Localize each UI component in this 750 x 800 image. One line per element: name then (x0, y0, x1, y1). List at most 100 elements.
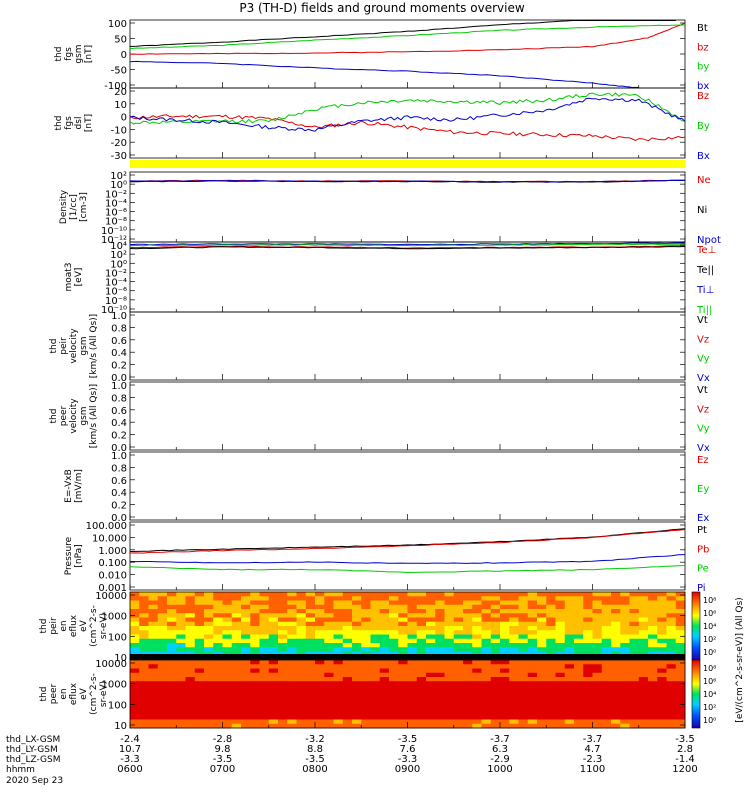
heatmap-cell (370, 617, 381, 623)
y-tick-label: 0.2 (111, 361, 127, 372)
heatmap-cell (518, 647, 529, 652)
heatmap-cell (379, 604, 390, 610)
heatmap-cell (213, 643, 223, 648)
heatmap-cell (611, 719, 621, 725)
y-tick-label: 1.0 (111, 311, 127, 322)
heatmap-cell (481, 689, 492, 695)
heatmap-cell (490, 711, 501, 716)
heatmap-cell (657, 702, 667, 708)
heatmap-cell (241, 685, 251, 691)
heatmap-cell (389, 660, 399, 665)
y-tick-label: 100 (108, 19, 127, 30)
colorbar-tick-label: 10⁶ (703, 677, 716, 686)
heatmap-cell (148, 694, 159, 699)
heatmap-cell (500, 694, 510, 699)
heatmap-cell (287, 613, 297, 618)
heatmap-cell (537, 723, 547, 729)
heatmap-cell (333, 626, 344, 631)
heatmap-cell (342, 600, 353, 606)
y-tick-label: 1000 (102, 612, 127, 623)
heatmap-cell (296, 638, 307, 644)
y-tick-label: 10⁴ (110, 241, 127, 252)
heatmap-cell (435, 604, 445, 610)
heatmap-cell (407, 672, 418, 678)
heatmap-cell (259, 689, 270, 695)
heatmap-cell (176, 613, 186, 618)
legend-label: Pb (697, 544, 709, 555)
heatmap-cell (435, 643, 445, 648)
heatmap-cell (555, 604, 566, 610)
heatmap-cell (333, 689, 344, 695)
heatmap-cell (453, 621, 464, 627)
heatmap-cell (176, 681, 186, 686)
heatmap-cell (546, 617, 556, 623)
heatmap-cell (250, 592, 260, 597)
time-tick-label: 0800 (302, 764, 327, 775)
heatmap-cell (222, 634, 233, 640)
heatmap-cell (259, 638, 270, 644)
heatmap-cell (268, 617, 279, 623)
y-axis-label: [1/cc] (69, 194, 79, 220)
heatmap-cell (592, 706, 603, 712)
colorbar-tick-label: 10⁰ (703, 648, 716, 657)
heatmap-cell (601, 698, 612, 703)
heatmap-cell (407, 626, 418, 631)
heatmap-cell (389, 600, 399, 606)
heatmap-cell (416, 694, 427, 699)
heatmap-cell (389, 706, 399, 712)
heatmap-cell (204, 668, 214, 674)
date-label: 2020 Sep 23 (6, 776, 63, 786)
heatmap-cell (333, 694, 344, 699)
heatmap-cell (500, 617, 510, 623)
heatmap-cell (194, 630, 205, 635)
heatmap-cell (268, 600, 279, 606)
panel-frame (129, 451, 686, 521)
heatmap-cell (287, 609, 297, 614)
heatmap-cell (675, 698, 686, 703)
heatmap-cell (666, 596, 677, 601)
heatmap-cell (629, 613, 640, 618)
heatmap-cell (398, 643, 408, 648)
heatmap-cell (389, 638, 399, 644)
heatmap-cell (130, 643, 140, 648)
heatmap-cell (537, 647, 547, 652)
heatmap-cell (194, 698, 205, 703)
heatmap-cell (472, 715, 482, 720)
y-axis-label: [km/s (All Qs)] (89, 314, 99, 378)
heatmap-cell (231, 668, 242, 674)
heatmap-cell (564, 685, 575, 691)
heatmap-cell (148, 643, 159, 648)
heatmap-cell (574, 600, 584, 606)
heatmap-cell (666, 634, 677, 640)
heatmap-cell (148, 621, 159, 627)
heatmap-cell (176, 604, 186, 610)
heatmap-cell (333, 651, 344, 657)
heatmap-cell (342, 706, 353, 712)
heatmap-cell (583, 630, 593, 635)
heatmap-cell (472, 643, 482, 648)
heatmap-cell (333, 677, 344, 682)
heatmap-cell (241, 600, 251, 606)
heatmap-cell (435, 723, 445, 729)
heatmap-cell (130, 689, 140, 695)
heatmap-cell (527, 715, 538, 720)
heatmap-cell (416, 719, 427, 725)
heatmap-cell (463, 677, 473, 682)
heatmap-cell (490, 668, 501, 674)
heatmap-cell (389, 711, 399, 716)
heatmap-cell (305, 702, 316, 708)
heatmap-cell (139, 660, 149, 665)
heatmap-cell (305, 604, 316, 610)
heatmap-cell (481, 617, 492, 623)
heatmap-cell (509, 626, 519, 631)
heatmap-cell (620, 660, 630, 665)
heatmap-cell (527, 689, 538, 695)
heatmap-cell (592, 660, 603, 665)
heatmap-cell (342, 630, 353, 635)
heatmap-cell (324, 672, 334, 678)
y-axis-label: [nPa] (74, 544, 84, 567)
y-tick-label: 10² (110, 250, 127, 261)
heatmap-cell (675, 685, 686, 691)
heatmap-cell (315, 617, 325, 623)
heatmap-cell (481, 647, 492, 652)
